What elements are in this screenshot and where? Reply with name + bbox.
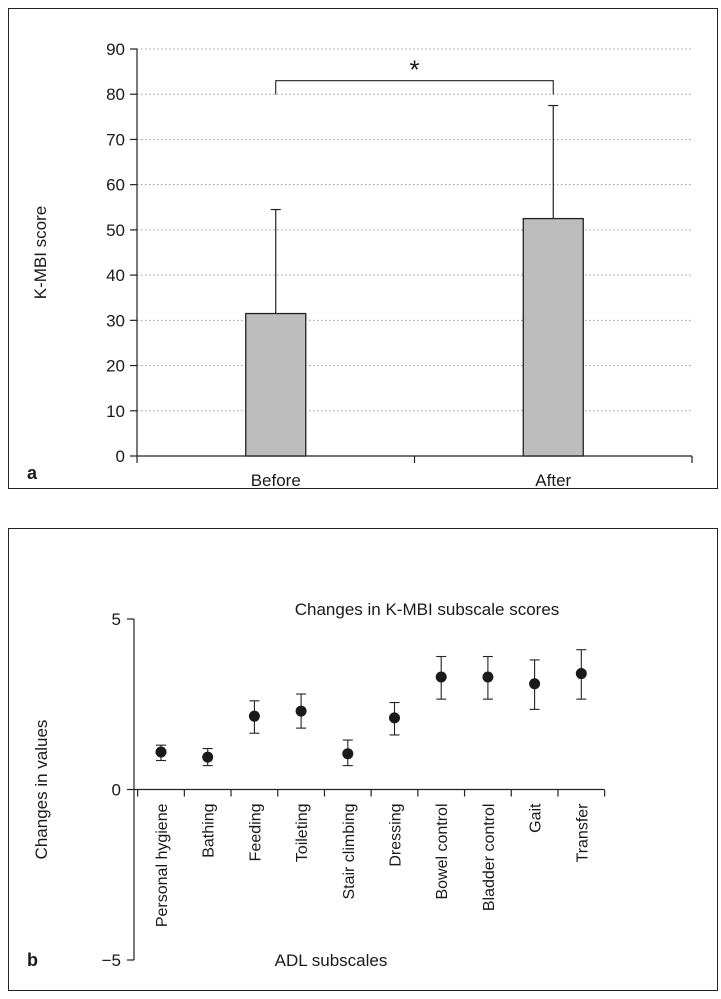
x-tick-label-after: After xyxy=(535,471,571,490)
x-axis-label: ADL subscales xyxy=(275,951,388,970)
y-tick-label-10: 10 xyxy=(106,402,125,421)
y-axis-label: K-MBI score xyxy=(31,206,50,300)
y-tick-label-50: 50 xyxy=(106,221,125,240)
x-tick-label-bowel-control: Bowel control xyxy=(434,804,451,900)
y-tick-label-70: 70 xyxy=(106,130,125,149)
significance-marker: * xyxy=(409,55,419,85)
y-tick-label-2: 5 xyxy=(112,610,121,629)
x-tick-label-bathing: Bathing xyxy=(201,804,218,858)
y-tick-label-20: 20 xyxy=(106,357,125,376)
bar-before xyxy=(245,312,307,457)
x-tick-label-bladder-control: Bladder control xyxy=(481,804,498,912)
point-feeding xyxy=(248,710,260,722)
x-tick-label-personal-hygiene: Personal hygiene xyxy=(154,803,171,927)
chart-title: Changes in K-MBI subscale scores xyxy=(295,600,560,619)
x-tick-label-before: Before xyxy=(251,471,301,490)
y-tick-label-80: 80 xyxy=(106,85,125,104)
bar-after xyxy=(522,217,584,457)
x-tick-label-stair-climbing: Stair climbing xyxy=(341,804,358,900)
x-tick-label-toileting: Toileting xyxy=(294,804,311,863)
panel-b: −5 0 5 Changes in K-MBI subscale scores Chan… xyxy=(8,528,718,991)
point-stair-climbing xyxy=(342,748,354,760)
point-bladder-control xyxy=(482,671,494,683)
point-toileting xyxy=(295,705,307,717)
point-bathing xyxy=(202,751,214,763)
y-tick-label-60: 60 xyxy=(106,176,125,195)
y-tick-label-1: 0 xyxy=(112,781,121,800)
y-axis-label: Changes in values xyxy=(32,720,51,860)
panel-label-a: a xyxy=(27,463,38,483)
point-dressing xyxy=(389,712,400,724)
x-tick-label-dressing: Dressing xyxy=(388,804,405,867)
point-transfer xyxy=(575,668,587,680)
y-tick-label-0: 0 xyxy=(116,447,125,466)
bar-chart: 0 10 20 30 40 50 60 70 80 90 K-MBI score Before Afte… xyxy=(27,40,693,490)
x-tick-label-gait: Gait xyxy=(528,803,545,833)
y-tick-label-30: 30 xyxy=(106,311,125,330)
x-tick-label-feeding: Feeding xyxy=(247,804,264,862)
panel-a: 0 10 20 30 40 50 60 70 80 90 K-MBI score Before Afte… xyxy=(8,8,718,490)
y-tick-label-40: 40 xyxy=(106,266,125,285)
subscale-chart: −5 0 5 Changes in K-MBI subscale scores Chan… xyxy=(27,600,606,970)
point-bowel-control xyxy=(435,671,447,683)
point-personal-hygiene xyxy=(155,746,167,758)
point-gait xyxy=(529,678,541,690)
significance-bracket xyxy=(275,80,554,95)
y-tick-label-90: 90 xyxy=(106,40,125,59)
x-tick-label-transfer: Transfer xyxy=(574,803,591,863)
y-tick-label-0: −5 xyxy=(102,951,121,970)
panel-label-b: b xyxy=(27,950,38,970)
